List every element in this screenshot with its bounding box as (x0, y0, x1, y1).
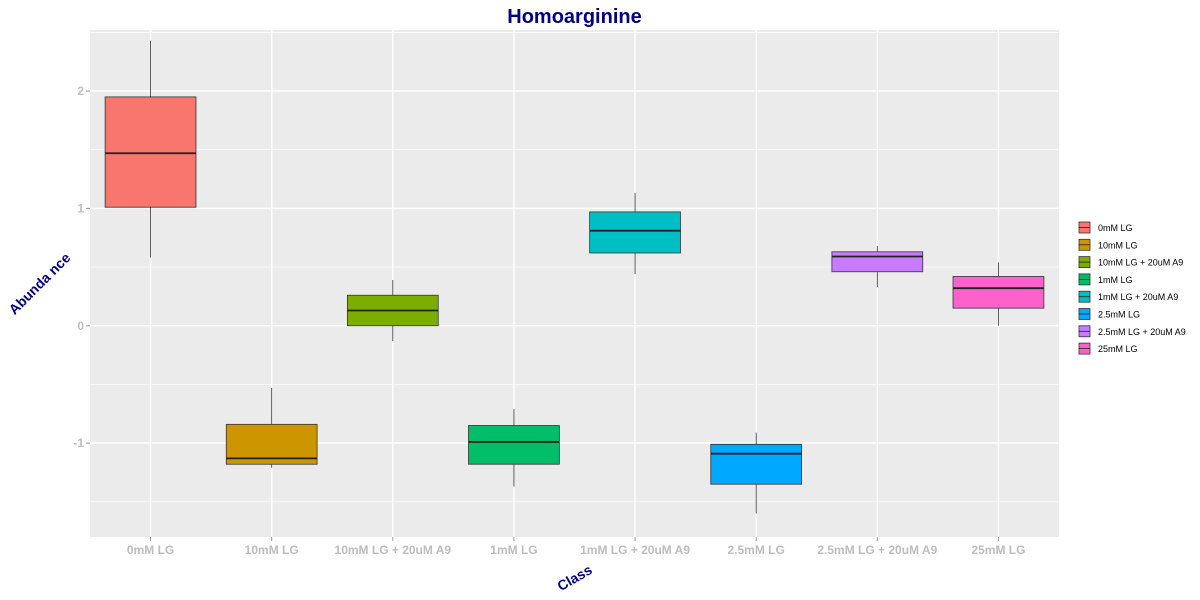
box-body (952, 276, 1045, 309)
x-tick-label: 25mM LG (971, 543, 1025, 557)
x-tick-label: 1mM LG + 20uM A9 (580, 543, 690, 557)
x-tick-label: 0mM LG (127, 543, 174, 557)
legend-item: 10mM LG (1078, 238, 1138, 251)
box-10mm-lg-20um-a9 (346, 279, 439, 342)
legend-label: 2.5mM LG (1098, 310, 1140, 320)
legend-label: 1mM LG + 20uM A9 (1098, 292, 1178, 302)
y-axis-ticks: -1 0 1 2 (73, 84, 90, 450)
x-tick-label: 2.5mM LG + 20uM A9 (817, 543, 937, 557)
x-tick-label: 2.5mM LG (728, 543, 785, 557)
legend-item: 1mM LG (1078, 273, 1133, 286)
legend-label: 25mM LG (1098, 344, 1138, 354)
y-tick-label: 2 (77, 84, 84, 98)
legend-item: 25mM LG (1078, 342, 1138, 355)
x-axis-title: Class (554, 561, 595, 594)
x-tick-label: 10mM LG + 20uM A9 (335, 543, 452, 557)
legend-item: 0mM LG (1078, 221, 1133, 234)
y-tick-label: 0 (77, 319, 84, 333)
y-axis-title: Abunda nce (5, 249, 73, 317)
box-1mm-lg-20um-a9 (589, 193, 681, 275)
legend-item: 2.5mM LG + 20uM A9 (1078, 325, 1186, 338)
legend-label: 2.5mM LG + 20uM A9 (1098, 327, 1186, 337)
chart-title: Homoarginine (507, 6, 641, 28)
box-10mm-lg (225, 387, 318, 468)
y-tick-label: -1 (73, 436, 84, 450)
legend-item: 10mM LG + 20uM A9 (1078, 256, 1183, 269)
box-0mm-lg (104, 40, 197, 258)
legend-item: 1mM LG + 20uM A9 (1078, 290, 1178, 303)
x-axis-ticks: 0mM LG 10mM LG 10mM LG + 20uM A9 1mM LG 1mM … (127, 537, 1025, 557)
box-2-5mm-lg-20um-a9 (831, 245, 924, 288)
legend: 0mM LG 10mM LG 10mM LG + 20uM A9 1mM LG 1mM … (1078, 221, 1186, 355)
legend-label: 10mM LG (1098, 240, 1138, 250)
box-1mm-lg (468, 409, 560, 487)
legend-label: 0mM LG (1098, 223, 1133, 233)
legend-label: 10mM LG + 20uM A9 (1098, 258, 1183, 268)
legend-item: 2.5mM LG (1078, 308, 1140, 320)
legend-label: 1mM LG (1098, 275, 1133, 285)
y-tick-label: 1 (77, 201, 84, 215)
box-2-5mm-lg (710, 432, 803, 514)
box-body (589, 211, 681, 254)
box-body (104, 96, 197, 208)
box-body (710, 443, 803, 485)
box-body (468, 425, 560, 465)
x-tick-label: 10mM LG (245, 543, 299, 557)
box-25mm-lg (952, 262, 1045, 326)
x-tick-label: 1mM LG (490, 543, 537, 557)
boxes-layer (104, 40, 1045, 514)
box-body (831, 251, 924, 273)
